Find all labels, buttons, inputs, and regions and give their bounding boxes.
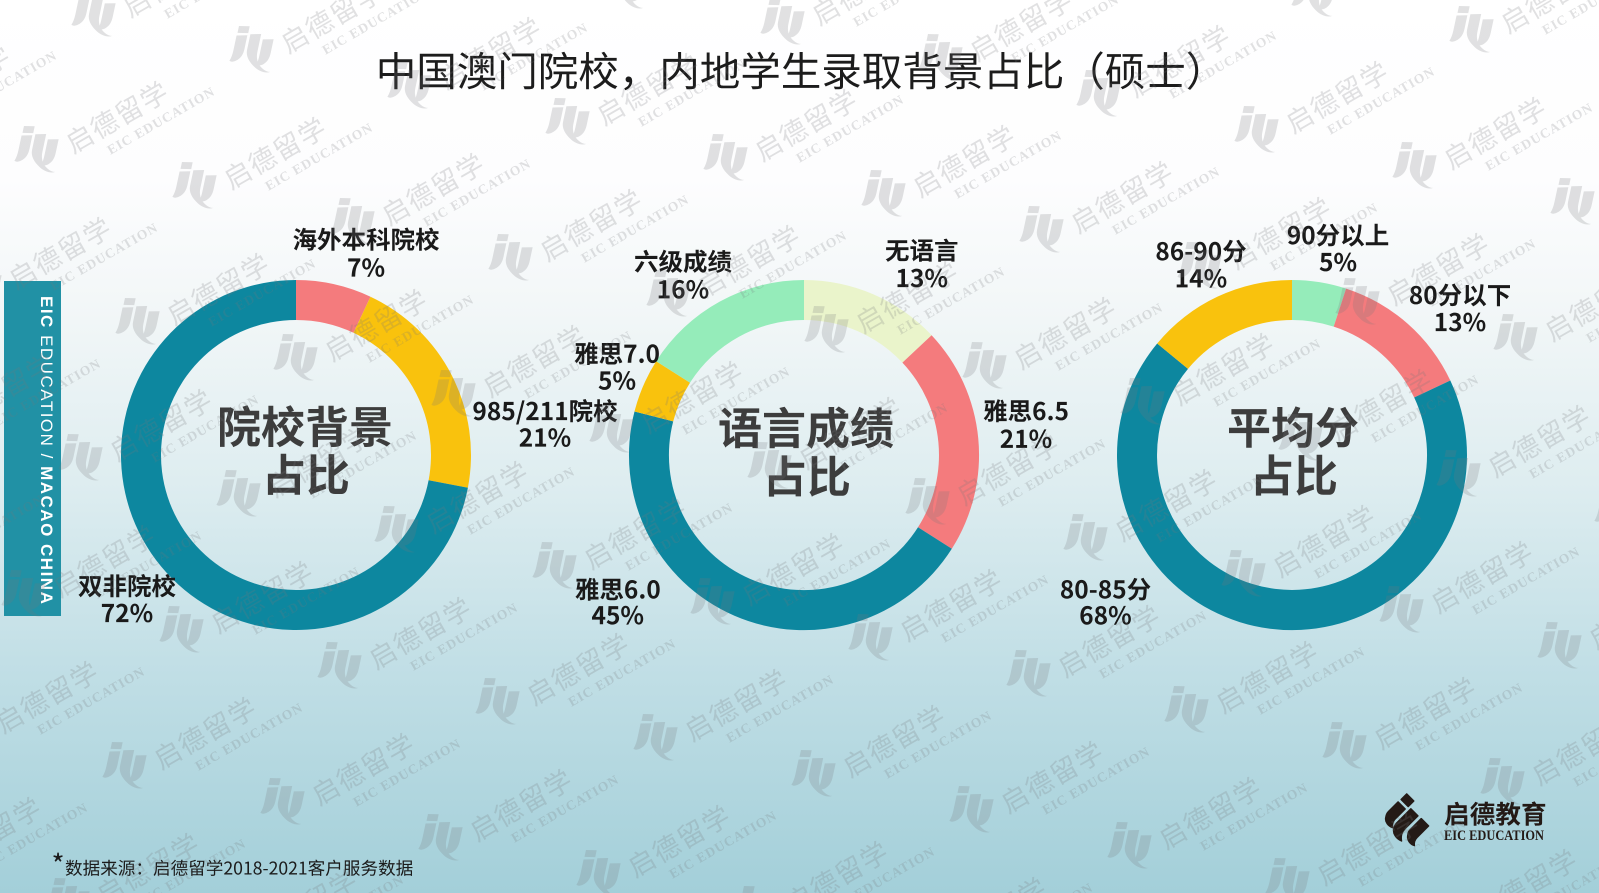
svg-text:EIC EDUCATION: EIC EDUCATION — [1444, 828, 1544, 844]
svg-text:EIC EDUCATION / MACAO CHINA: EIC EDUCATION / MACAO CHINA — [37, 296, 56, 605]
